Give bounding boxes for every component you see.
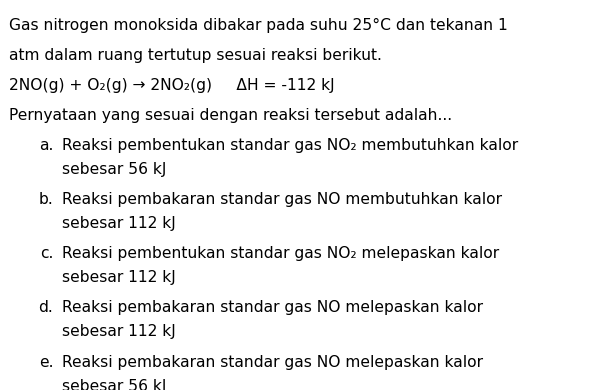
- Text: e.: e.: [39, 355, 53, 369]
- Text: Reaksi pembakaran standar gas NO membutuhkan kalor: Reaksi pembakaran standar gas NO membutu…: [62, 192, 502, 207]
- Text: Reaksi pembentukan standar gas NO₂ melepaskan kalor: Reaksi pembentukan standar gas NO₂ melep…: [62, 246, 499, 261]
- Text: Pernyataan yang sesuai dengan reaksi tersebut adalah...: Pernyataan yang sesuai dengan reaksi ter…: [9, 108, 452, 122]
- Text: b.: b.: [39, 192, 53, 207]
- Text: sebesar 56 kJ: sebesar 56 kJ: [62, 379, 167, 390]
- Text: a.: a.: [39, 138, 53, 152]
- Text: Reaksi pembakaran standar gas NO melepaskan kalor: Reaksi pembakaran standar gas NO melepas…: [62, 355, 483, 369]
- Text: d.: d.: [39, 300, 53, 315]
- Text: Reaksi pembentukan standar gas NO₂ membutuhkan kalor: Reaksi pembentukan standar gas NO₂ membu…: [62, 138, 518, 152]
- Text: c.: c.: [40, 246, 53, 261]
- Text: sebesar 112 kJ: sebesar 112 kJ: [62, 270, 176, 285]
- Text: Reaksi pembakaran standar gas NO melepaskan kalor: Reaksi pembakaran standar gas NO melepas…: [62, 300, 483, 315]
- Text: sebesar 112 kJ: sebesar 112 kJ: [62, 216, 176, 231]
- Text: atm dalam ruang tertutup sesuai reaksi berikut.: atm dalam ruang tertutup sesuai reaksi b…: [9, 48, 382, 62]
- Text: sebesar 112 kJ: sebesar 112 kJ: [62, 324, 176, 339]
- Text: sebesar 56 kJ: sebesar 56 kJ: [62, 162, 167, 177]
- Text: Gas nitrogen monoksida dibakar pada suhu 25°C dan tekanan 1: Gas nitrogen monoksida dibakar pada suhu…: [9, 18, 508, 33]
- Text: 2NO(g) + O₂(g) → 2NO₂(g)     ΔH = -112 kJ: 2NO(g) + O₂(g) → 2NO₂(g) ΔH = -112 kJ: [9, 78, 334, 92]
